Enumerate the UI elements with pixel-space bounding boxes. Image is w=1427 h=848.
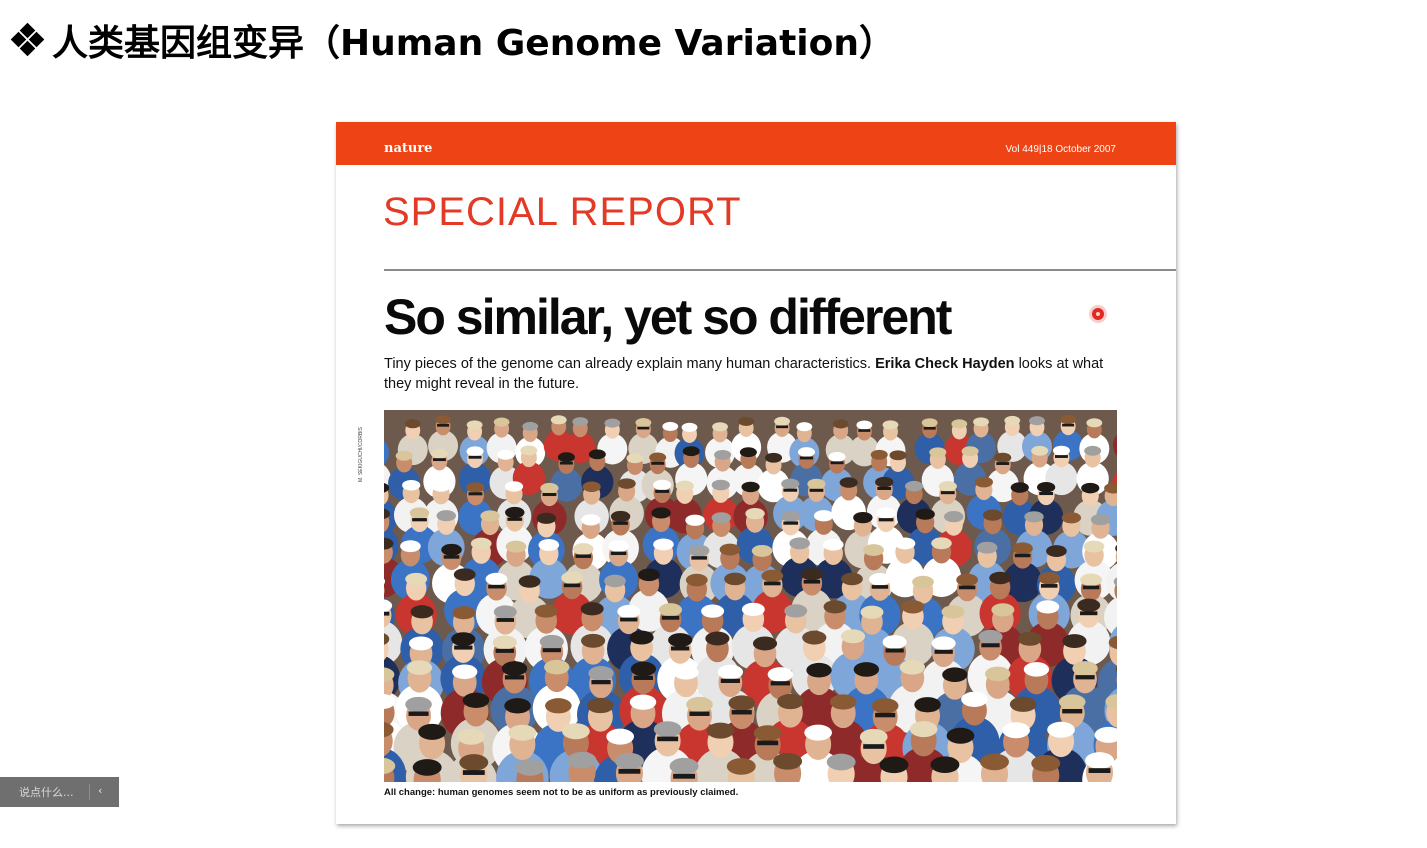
article-headline: So similar, yet so different: [384, 289, 952, 345]
divider: [89, 784, 90, 800]
author-name: Erika Check Hayden: [875, 356, 1015, 372]
journal-logo: nature: [384, 141, 433, 156]
comment-input[interactable]: 说点什么... ‹: [0, 777, 119, 807]
issue-info: Vol 449|18 October 2007: [1005, 144, 1116, 155]
comment-placeholder: 说点什么...: [19, 786, 74, 799]
section-label: SPECIAL REPORT: [383, 190, 742, 234]
slide-title-text: 人类基因组变异（Human Genome Variation）: [52, 23, 895, 64]
divider: [384, 269, 1176, 271]
photo-credit: M. SEKIGUCHI/CORBIS: [358, 426, 364, 482]
photo-caption: All change: human genomes seem not to be…: [384, 787, 739, 798]
article-standfirst: Tiny pieces of the genome can already ex…: [384, 354, 1124, 394]
standfirst-text-end: looks at what they might reveal in the f…: [384, 356, 1104, 392]
crowd-photo: [384, 410, 1117, 782]
standfirst-text: Tiny pieces of the genome can already ex…: [384, 356, 876, 372]
diamond-bullet-icon: [10, 22, 46, 58]
masthead-bar: nature Vol 449|18 October 2007: [336, 122, 1176, 165]
slide-title: 人类基因组变异（Human Genome Variation）: [10, 14, 895, 66]
article-page: nature Vol 449|18 October 2007 SPECIAL R…: [336, 122, 1176, 824]
chevron-left-icon[interactable]: ‹: [98, 784, 103, 797]
laser-pointer-icon: [1092, 308, 1104, 320]
